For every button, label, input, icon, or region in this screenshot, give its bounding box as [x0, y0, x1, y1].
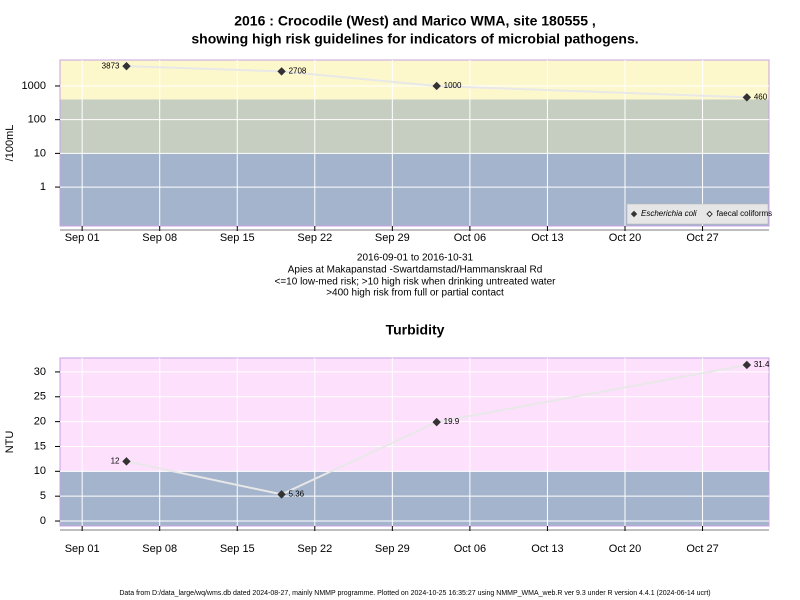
legend-label: faecal coliforms [717, 209, 773, 218]
y-tick-label: 1 [40, 181, 46, 193]
data-label: 2708 [289, 67, 307, 76]
data-label: 19.9 [444, 417, 460, 426]
legend-label: Escherichia coli [641, 209, 697, 218]
data-point [742, 93, 752, 102]
chart-title: Turbidity [386, 322, 445, 338]
y-tick-label: 100 [28, 114, 46, 126]
y-axis-label: /100mL [4, 125, 16, 162]
x-tick-label: Sep 15 [220, 232, 255, 244]
x-tick-label: Oct 13 [531, 543, 563, 555]
risk-band [60, 471, 769, 526]
y-tick-label: 30 [34, 366, 46, 378]
plot-frame [59, 59, 770, 227]
x-tick-label: Sep 22 [297, 543, 332, 555]
risk-band [60, 99, 769, 154]
series-line [126, 65, 747, 99]
data-label: 12 [111, 456, 120, 465]
caption: <=10 low-med risk; >10 high risk when dr… [275, 277, 557, 288]
y-tick-label: 0 [40, 515, 46, 527]
y-tick-label: 10 [34, 465, 46, 477]
data-point [122, 61, 131, 71]
x-tick-label: Sep 08 [142, 232, 177, 244]
x-tick-label: Oct 27 [686, 543, 718, 555]
y-tick-label: 15 [34, 440, 46, 452]
y-tick-label: 20 [34, 416, 46, 428]
data-label: 31.4 [754, 360, 770, 369]
risk-band [60, 60, 769, 100]
y-tick-label: 5 [40, 490, 46, 502]
x-tick-label: Sep 15 [220, 543, 255, 555]
x-tick-label: Oct 20 [609, 543, 641, 555]
x-tick-label: Oct 06 [454, 232, 486, 244]
data-label: 5.36 [289, 489, 305, 498]
data-point [277, 67, 286, 76]
data-point [432, 81, 441, 91]
data-point [277, 490, 286, 499]
y-tick-label: 10 [34, 147, 46, 159]
data-point [432, 417, 441, 427]
footer: Data from D:/data_large/wq/wms.db dated … [119, 590, 710, 597]
risk-band [60, 358, 769, 472]
legend-marker [706, 210, 713, 218]
x-tick-label: Sep 22 [297, 232, 332, 244]
x-tick-label: Oct 20 [609, 232, 641, 244]
chart-title: 2016 : Crocodile (West) and Marico WMA, … [234, 13, 596, 29]
chart-title: showing high risk guidelines for indicat… [191, 31, 638, 47]
caption: Apies at Makapanstad -Swartdamstad/Hamma… [288, 265, 543, 276]
x-tick-label: Oct 13 [531, 232, 563, 244]
legend-box [626, 203, 769, 225]
x-tick-label: Sep 01 [65, 543, 100, 555]
x-tick-label: Sep 29 [375, 232, 410, 244]
data-point [122, 457, 131, 466]
data-label: 460 [754, 92, 768, 101]
caption: 2016-09-01 to 2016-10-31 [357, 253, 474, 264]
legend-marker [630, 210, 638, 218]
plot-frame [59, 357, 770, 527]
x-tick-label: Sep 08 [142, 543, 177, 555]
y-tick-label: 1000 [22, 80, 46, 92]
data-label: 1000 [444, 81, 462, 90]
x-tick-label: Sep 01 [65, 232, 100, 244]
data-point [742, 360, 752, 370]
x-tick-label: Sep 29 [375, 543, 410, 555]
x-tick-label: Oct 06 [454, 543, 486, 555]
x-tick-label: Oct 27 [686, 232, 718, 244]
series-line [126, 363, 748, 496]
data-label: 3873 [102, 61, 120, 70]
caption: >400 high risk from full or partial cont… [326, 288, 504, 299]
y-tick-label: 25 [34, 391, 46, 403]
y-axis-label: NTU [4, 431, 16, 454]
